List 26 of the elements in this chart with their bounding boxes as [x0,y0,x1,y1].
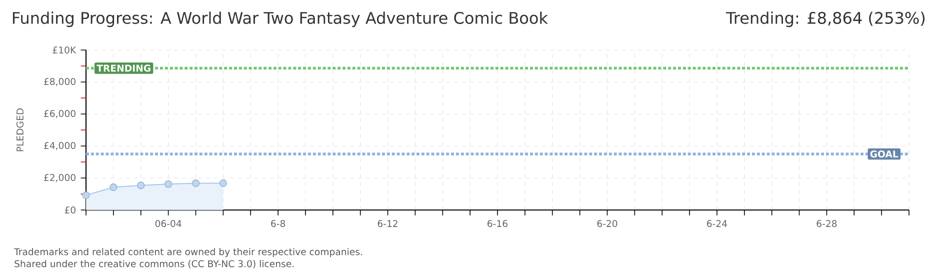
y-tick-label: £2,000 [44,174,76,182]
y-tick-label: £10K [52,46,76,54]
point [219,179,227,187]
x-tick-label: 6-28 [816,220,837,228]
ref-line-label: GOAL [870,150,898,158]
text: Trademarks and related content are owned by their respective companies. [14,248,362,258]
ref-line-label: TRENDING [96,64,150,72]
chart-subtitle: Trending: £8,864 (253%) [726,12,925,28]
point [164,180,172,188]
point [137,182,145,190]
chart-title: Funding Progress: A World War Two Fantasy Adventure Comic Book [12,12,548,28]
y-axis-title: PLEDGED [16,108,24,152]
y-tick-label: £8,000 [44,78,76,86]
point [110,184,118,192]
point [82,192,90,200]
point [192,180,200,187]
x-tick-label: 6-20 [597,220,618,228]
x-tick-label: 6-12 [378,220,398,228]
x-tick-label: 06-04 [155,220,182,228]
x-tick-label: 6-16 [488,220,508,228]
y-tick-label: £6,000 [44,110,76,118]
x-tick-label: 6-24 [707,220,728,228]
x-tick-label: 6-8 [271,220,286,228]
y-tick-label: £0 [64,206,76,214]
y-tick-label: £4,000 [44,142,76,150]
text: Shared under the creative commons (CC BY-NC 3.0) license. [14,260,294,268]
